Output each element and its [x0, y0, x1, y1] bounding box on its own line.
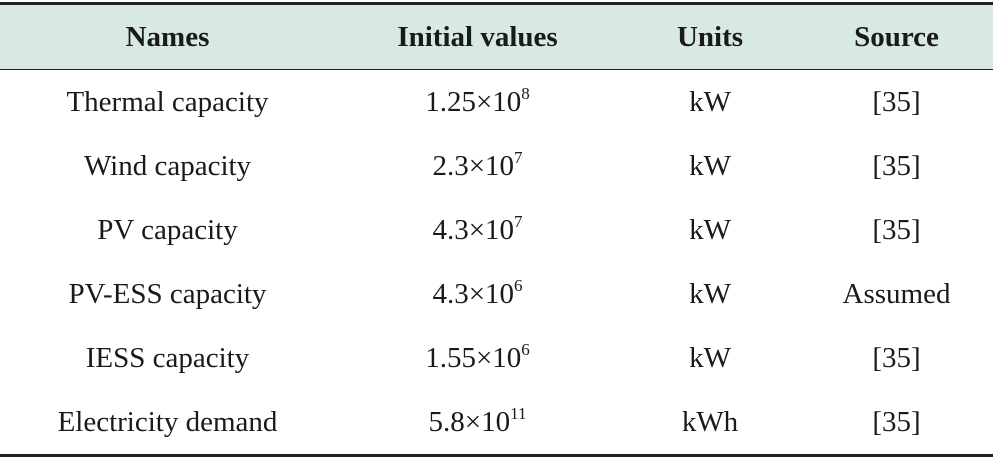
table-cell: kW — [689, 85, 731, 118]
table-cell: [35] — [872, 213, 921, 246]
column-header: Source — [854, 20, 939, 53]
value-cell: 4.3×107 — [335, 198, 620, 262]
table-cell: PV capacity — [97, 213, 238, 246]
value-exponent: 6 — [521, 339, 530, 359]
value-base: 2.3×10 — [432, 149, 515, 182]
value-base: 4.3×10 — [432, 277, 515, 310]
table-cell: Wind capacity — [83, 149, 252, 182]
table-cell: PV-ESS capacity — [68, 277, 267, 310]
table-cell: [35] — [872, 341, 921, 374]
table-cell: IESS capacity — [85, 341, 250, 374]
table-cell: Thermal capacity — [66, 85, 269, 118]
value-cell: 1.55×106 — [335, 326, 620, 390]
table-cell: Electricity demand — [57, 405, 278, 438]
table-header: Names Initial values Units Source — [0, 3, 993, 70]
value-cell: 4.3×106 — [335, 262, 620, 326]
parameter-table: Names Initial values Units Source Thermal c… — [0, 2, 993, 457]
value-exponent: 7 — [514, 211, 523, 231]
table-cell: kWh — [681, 405, 739, 438]
column-header: Units — [676, 20, 744, 53]
column-header: Names — [125, 20, 210, 53]
table-cell: kW — [689, 341, 731, 374]
table-body: Thermal capacity 1.25×108 kW [35] Wind capac… — [0, 70, 993, 456]
value-base: 1.55×10 — [425, 341, 522, 374]
value-exponent: 11 — [510, 403, 527, 423]
value-base: 4.3×10 — [432, 213, 515, 246]
table-cell: kW — [689, 277, 731, 310]
table-row: Wind capacity 2.3×107 kW [35] — [0, 134, 993, 198]
table-row: IESS capacity 1.55×106 kW [35] — [0, 326, 993, 390]
value-exponent: 8 — [521, 83, 530, 103]
table-row: Thermal capacity 1.25×108 kW [35] — [0, 70, 993, 135]
table-cell: [35] — [872, 405, 921, 438]
table-row: PV capacity 4.3×107 kW [35] — [0, 198, 993, 262]
table-cell: kW — [689, 149, 731, 182]
value-exponent: 7 — [514, 147, 523, 167]
table-row: PV-ESS capacity 4.3×106 kW Assumed — [0, 262, 993, 326]
table-cell: kW — [689, 213, 731, 246]
value-base: 5.8×10 — [428, 405, 511, 438]
table-cell: [35] — [872, 85, 921, 118]
value-cell: 1.25×108 — [335, 70, 620, 135]
value-exponent: 6 — [514, 275, 523, 295]
value-base: 1.25×10 — [425, 85, 522, 118]
table-cell: Assumed — [842, 277, 951, 310]
table-cell: [35] — [872, 149, 921, 182]
header-row: Names Initial values Units Source — [0, 3, 993, 70]
column-header: Initial values — [397, 20, 558, 53]
value-cell: 2.3×107 — [335, 134, 620, 198]
table-row: Electricity demand 5.8×1011 kWh [35] — [0, 390, 993, 456]
value-cell: 5.8×1011 — [335, 390, 620, 456]
